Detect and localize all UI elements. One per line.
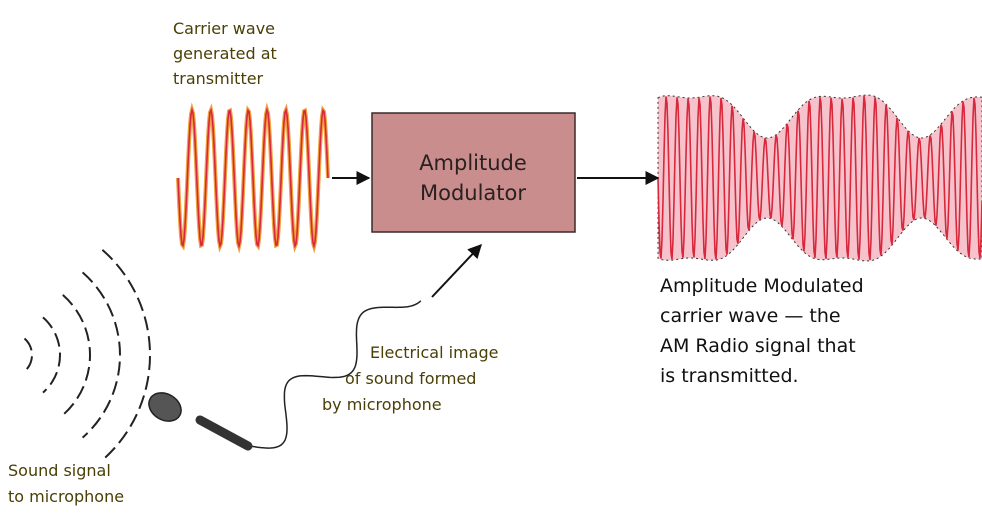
sound-arc bbox=[62, 294, 91, 416]
label-line: Electrical image bbox=[370, 343, 498, 362]
cable bbox=[249, 300, 422, 449]
output-label: Amplitude Modulated carrier wave — the A… bbox=[660, 275, 864, 387]
modulator-box bbox=[371, 112, 576, 233]
modulated-wave bbox=[657, 95, 982, 261]
label-line: is transmitted. bbox=[660, 365, 799, 387]
label-line: transmitter bbox=[173, 69, 264, 88]
sound-arc bbox=[101, 249, 151, 461]
label-line: Sound signal bbox=[8, 461, 111, 480]
sound-arc bbox=[81, 271, 121, 439]
label-line: Amplitude Modulated bbox=[660, 275, 864, 297]
waves bbox=[176, 94, 982, 262]
label-line: Modulator bbox=[420, 181, 526, 205]
mic-handle bbox=[195, 415, 253, 451]
label-line: to microphone bbox=[8, 487, 124, 506]
arrow-sound bbox=[431, 243, 482, 298]
sound-label: Sound signal to microphone bbox=[8, 461, 124, 506]
electrical-label: Electrical image of sound formed by micr… bbox=[322, 343, 498, 414]
sound-arc bbox=[42, 316, 61, 394]
carrier-wave bbox=[177, 106, 329, 250]
label-line: carrier wave — the bbox=[660, 305, 841, 327]
sound-waves bbox=[23, 249, 151, 461]
label-line: Carrier wave bbox=[173, 19, 275, 38]
mic-head bbox=[148, 392, 182, 422]
label-line: AM Radio signal that bbox=[660, 335, 856, 357]
modulator-label: Amplitude Modulator bbox=[419, 151, 527, 205]
label-line: by microphone bbox=[322, 395, 442, 414]
carrier-label: Carrier wave generated at transmitter bbox=[173, 19, 277, 88]
sound-arc bbox=[23, 337, 33, 373]
label-line: Amplitude bbox=[419, 151, 527, 175]
label-line: generated at bbox=[173, 44, 277, 63]
label-line: of sound formed bbox=[345, 369, 476, 388]
